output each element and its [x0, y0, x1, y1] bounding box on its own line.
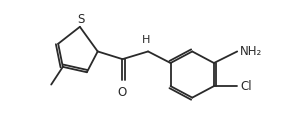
Text: H: H [142, 35, 151, 45]
Text: Cl: Cl [240, 80, 252, 93]
Text: S: S [78, 13, 85, 26]
Text: O: O [118, 86, 127, 99]
Text: NH₂: NH₂ [240, 45, 263, 58]
